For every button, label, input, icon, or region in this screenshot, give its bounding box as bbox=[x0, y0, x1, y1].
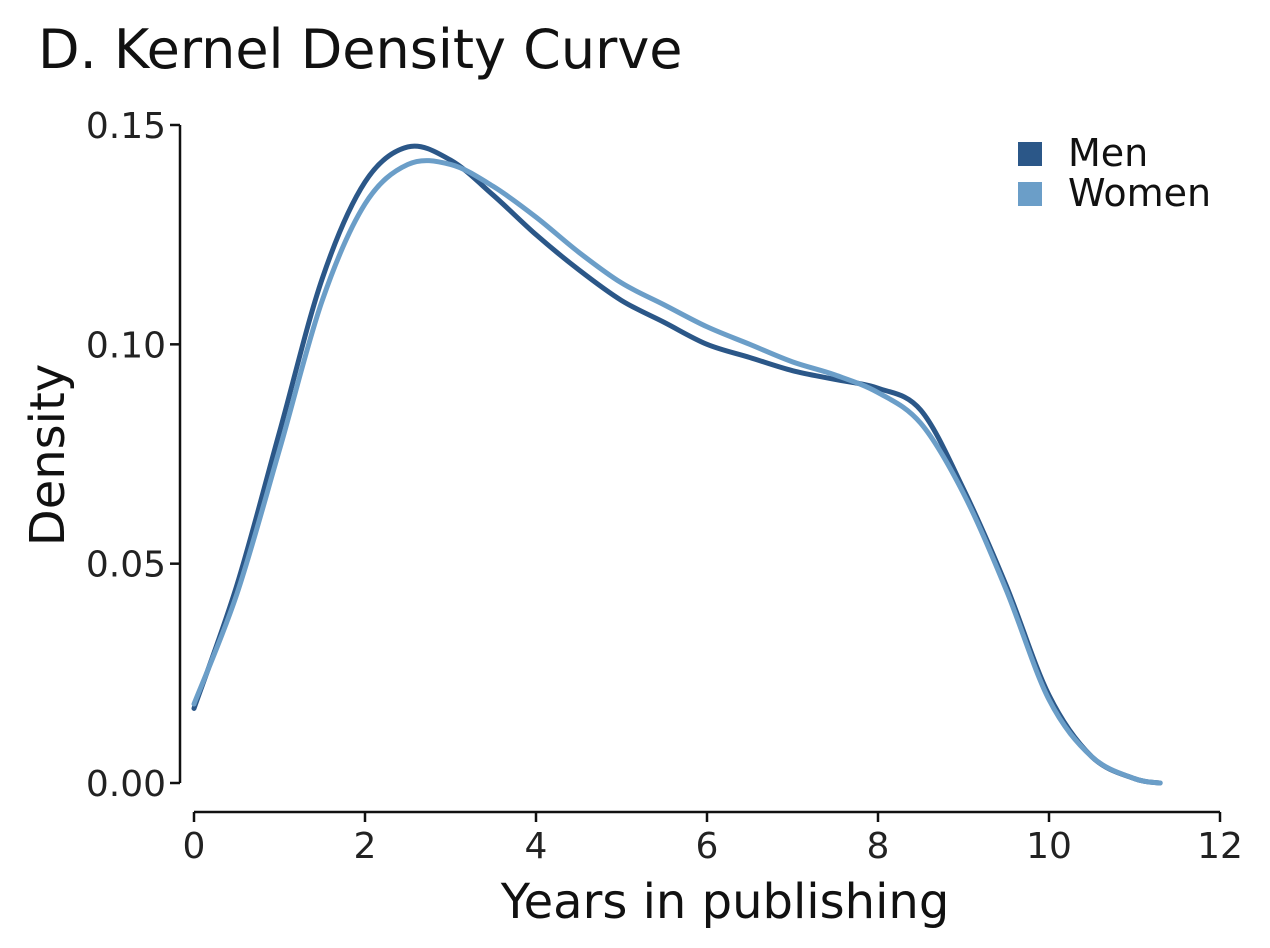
x-tick-label: 12 bbox=[1197, 826, 1243, 867]
x-tick-label: 6 bbox=[696, 826, 719, 867]
legend-swatch-women bbox=[1018, 182, 1042, 206]
x-tick-label: 0 bbox=[183, 826, 206, 867]
series-layer bbox=[191, 143, 1163, 786]
x-axis: 0 2 4 6 8 10 12 bbox=[183, 810, 1243, 867]
y-axis-label: Density bbox=[20, 364, 76, 546]
legend-label-women: Women bbox=[1068, 171, 1211, 215]
y-tick-label: 0.15 bbox=[86, 106, 166, 147]
series-line-men bbox=[191, 143, 1163, 786]
y-tick-label: 0.05 bbox=[86, 545, 166, 586]
x-axis-label: Years in publishing bbox=[500, 874, 950, 930]
series-line-women bbox=[191, 158, 1163, 786]
chart-title: D. Kernel Density Curve bbox=[38, 18, 683, 81]
x-tick-label: 4 bbox=[525, 826, 548, 867]
y-axis: 0.00 0.05 0.10 0.15 bbox=[86, 106, 182, 805]
legend-swatch-men bbox=[1018, 142, 1042, 166]
x-tick-label: 8 bbox=[867, 826, 890, 867]
y-tick-label: 0.00 bbox=[86, 764, 166, 805]
y-tick-label: 0.10 bbox=[86, 325, 166, 366]
x-tick-label: 10 bbox=[1026, 826, 1072, 867]
legend-label-men: Men bbox=[1068, 131, 1148, 175]
x-tick-label: 2 bbox=[354, 826, 377, 867]
